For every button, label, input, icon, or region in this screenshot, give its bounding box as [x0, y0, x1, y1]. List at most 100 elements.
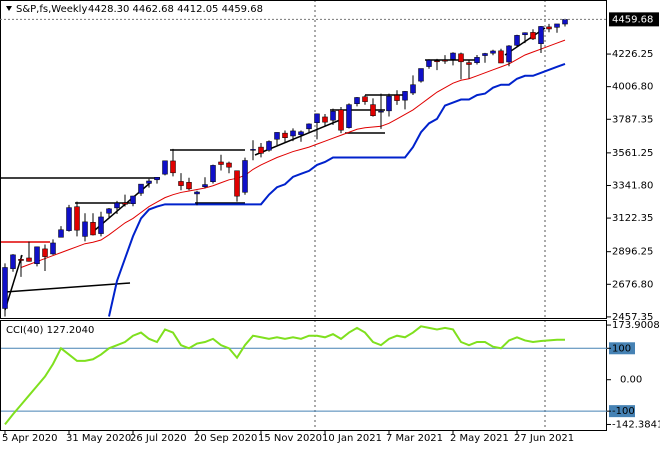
candle-body — [290, 130, 296, 137]
candle-body — [498, 50, 504, 64]
y-tick-label: 4226.25 — [612, 49, 653, 60]
candle-body — [18, 259, 24, 261]
candle-body — [26, 257, 32, 262]
candle-body — [506, 45, 512, 63]
candle-body — [42, 248, 48, 257]
collapse-icon[interactable] — [6, 6, 12, 11]
candle-body — [562, 19, 568, 25]
y-tick-label: -142.3841 — [612, 419, 660, 430]
candle-body — [354, 97, 360, 104]
candle-body — [154, 177, 160, 181]
candle-body — [114, 202, 120, 209]
candle-body — [418, 68, 424, 82]
x-tick-label: 15 Nov 2020 — [258, 433, 322, 444]
candle-body — [82, 221, 88, 237]
indicator-title: CCI(40) 127.2040 — [6, 325, 94, 336]
main-frame — [0, 0, 607, 319]
trend-line — [4, 254, 23, 311]
candle-body — [234, 170, 240, 197]
candle-body — [218, 161, 224, 165]
indicator-line — [20, 39, 566, 268]
candle-body — [330, 111, 336, 121]
candle-body — [162, 160, 168, 175]
indicator-line — [108, 62, 566, 317]
candle-body — [50, 242, 56, 255]
candle-body — [482, 53, 488, 56]
y-tick-label: 2676.80 — [612, 279, 653, 290]
candle-body — [466, 62, 472, 65]
candle-body — [226, 162, 232, 168]
candle-body — [178, 181, 184, 186]
candle-body — [202, 184, 208, 188]
candle-body — [258, 146, 264, 154]
candle-body — [306, 123, 312, 130]
x-tick-label: 26 Jul 2020 — [130, 433, 187, 444]
level-label-box — [609, 405, 635, 418]
x-tick-label: 31 May 2020 — [66, 433, 131, 444]
candle-body — [282, 132, 288, 139]
candle-body — [266, 141, 272, 151]
cci-line — [4, 325, 566, 425]
candle-body — [554, 23, 560, 28]
x-tick-label: 20 Sep 2020 — [194, 433, 257, 444]
y-tick-label: 100 — [612, 343, 631, 354]
x-tick-label: 5 Apr 2020 — [2, 433, 57, 444]
candle-body — [106, 208, 112, 214]
candle-body — [346, 104, 352, 128]
candle-body — [514, 35, 520, 46]
candle-body — [338, 109, 344, 131]
candle-body — [98, 216, 104, 234]
chart-title: S&P,fs,Weekly — [16, 4, 87, 15]
candle-body — [322, 116, 328, 123]
x-tick-label: 2 May 2021 — [450, 433, 509, 444]
y-tick-label: 3341.80 — [612, 180, 653, 191]
candle-body — [34, 246, 40, 265]
candle-body — [250, 149, 256, 151]
candle-body — [194, 191, 200, 195]
candle-body — [410, 84, 416, 94]
candle-body — [210, 165, 216, 182]
candle-body — [298, 131, 304, 135]
candle-body — [362, 96, 368, 102]
candle-body — [242, 160, 248, 193]
y-tick-label: 4006.80 — [612, 82, 653, 93]
y-tick-label: 3122.35 — [612, 213, 653, 224]
candle-body — [530, 32, 536, 40]
trend-line — [4, 282, 131, 293]
y-tick-label: 3787.35 — [612, 114, 653, 125]
candle-body — [274, 132, 280, 140]
candle-body — [458, 53, 464, 63]
current-price-label: 4459.68 — [612, 14, 653, 25]
level-label-box — [609, 342, 635, 355]
cci-frame — [0, 320, 607, 431]
ohlc-info: 4428.30 4462.68 4412.05 4459.68 — [88, 4, 263, 15]
y-tick-label: -100 — [612, 406, 635, 417]
candle-body — [186, 182, 192, 190]
candle-body — [58, 229, 64, 238]
candle-body — [122, 202, 128, 205]
candle-body — [426, 59, 432, 67]
current-price-box — [609, 12, 659, 27]
candle-body — [138, 183, 144, 194]
candle-body — [450, 52, 456, 60]
y-tick-label: 3561.25 — [612, 148, 653, 159]
candle-body — [314, 113, 320, 123]
y-tick-label: 173.9008 — [612, 320, 660, 331]
candle-body — [170, 160, 176, 174]
y-tick-label: 2457.35 — [612, 312, 653, 323]
candle-body — [522, 32, 528, 36]
y-tick-label: 2896.25 — [612, 247, 653, 258]
candle-body — [146, 180, 152, 184]
candle-body — [538, 26, 544, 44]
candle-body — [546, 26, 552, 30]
candle-body — [370, 104, 376, 117]
candle-body — [434, 60, 440, 63]
candle-body — [66, 207, 72, 231]
candle-body — [402, 91, 408, 101]
x-tick-label: 10 Jan 2021 — [322, 433, 382, 444]
y-tick-label: 0.00 — [620, 375, 642, 386]
candle-body — [490, 50, 496, 54]
